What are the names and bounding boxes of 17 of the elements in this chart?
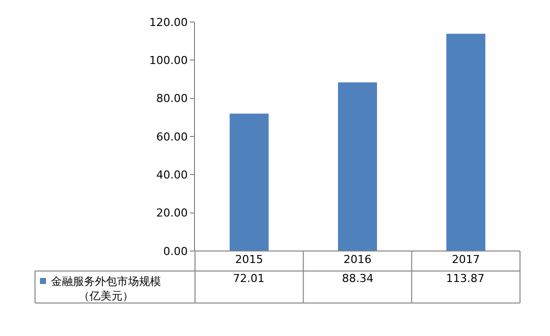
y-tick-label: 120.00 <box>149 16 188 29</box>
bar <box>338 82 377 251</box>
y-tick-label: 80.00 <box>156 92 188 106</box>
y-tick-label: 40.00 <box>156 168 188 182</box>
x-tick-label: 2015 <box>235 253 264 266</box>
data-label: 88.34 <box>342 272 374 285</box>
x-tick-label: 2017 <box>452 253 480 266</box>
data-label: 72.01 <box>233 272 264 285</box>
y-tick-label: 20.00 <box>156 206 188 220</box>
y-tick-label: 0.00 <box>163 244 188 258</box>
data-label: 113.87 <box>446 272 484 285</box>
y-tick-label: 60.00 <box>156 130 188 144</box>
bar <box>230 114 269 251</box>
y-tick-label: 100.00 <box>149 54 188 68</box>
x-tick-label: 2016 <box>344 253 372 266</box>
bar <box>446 34 486 251</box>
legend-label: 金融服务外包市场规模（亿美元） <box>51 275 161 302</box>
